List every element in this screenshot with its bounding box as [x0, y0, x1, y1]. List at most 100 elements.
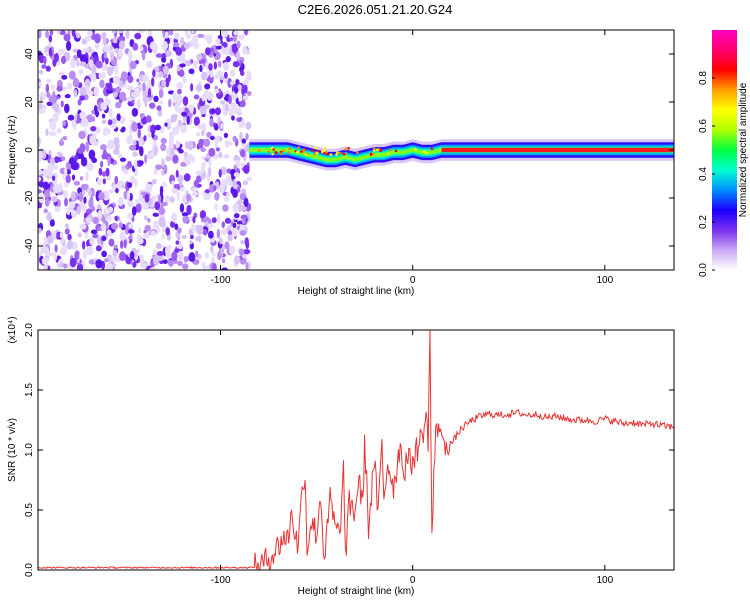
noise-speckle: [99, 79, 105, 89]
noise-speckle: [38, 81, 42, 88]
noise-speckle: [113, 136, 120, 146]
noise-speckle: [223, 45, 231, 56]
ridge-hotspot: [288, 147, 291, 151]
noise-speckle: [110, 52, 115, 61]
noise-speckle: [179, 186, 186, 192]
ridge-hotspot: [280, 152, 283, 156]
noise-speckle: [98, 192, 105, 201]
noise-speckle: [183, 42, 191, 49]
noise-speckle: [101, 119, 107, 125]
noise-speckle: [79, 111, 87, 120]
snr-y-tick-label: 1.5: [24, 383, 35, 397]
noise-speckle: [221, 267, 228, 270]
noise-speckle: [173, 32, 180, 40]
noise-speckle: [129, 251, 135, 260]
noise-speckle: [218, 168, 222, 178]
noise-speckle: [100, 160, 104, 168]
noise-speckle: [96, 234, 101, 245]
noise-speckle: [175, 124, 180, 131]
noise-speckle: [196, 53, 202, 61]
noise-speckle: [113, 42, 121, 50]
noise-speckle: [201, 161, 206, 168]
noise-speckle: [82, 202, 87, 213]
noise-speckle: [111, 118, 117, 125]
snr-y-tick-label: 0.0: [24, 563, 35, 577]
noise-speckle: [184, 30, 189, 36]
noise-speckle: [240, 70, 245, 76]
noise-speckle: [171, 212, 177, 223]
noise-speckle: [88, 190, 93, 197]
noise-speckle: [45, 83, 50, 94]
colorbar-label: Normalized spectral amplitude: [738, 82, 749, 217]
noise-speckle: [245, 132, 249, 141]
noise-speckle: [138, 160, 144, 165]
noise-speckle: [144, 154, 148, 164]
noise-speckle: [224, 103, 230, 112]
noise-speckle: [95, 259, 103, 269]
noise-speckle: [46, 92, 51, 98]
noise-speckle: [106, 229, 112, 236]
noise-speckle: [44, 198, 50, 207]
noise-speckle: [225, 141, 233, 146]
noise-speckle: [79, 54, 87, 63]
noise-speckle: [95, 60, 103, 69]
noise-speckle: [179, 203, 185, 213]
noise-speckle: [243, 248, 251, 255]
noise-speckle: [138, 137, 143, 148]
noise-speckle: [131, 206, 137, 216]
noise-speckle: [203, 229, 208, 236]
noise-speckle: [112, 148, 120, 155]
noise-speckle: [175, 240, 180, 245]
noise-speckle: [139, 45, 144, 52]
noise-speckle: [211, 217, 217, 224]
noise-speckle: [81, 117, 89, 128]
noise-speckle: [164, 122, 168, 127]
noise-speckle: [214, 191, 220, 201]
noise-speckle: [212, 252, 216, 257]
noise-speckle: [193, 60, 198, 69]
noise-speckle: [40, 244, 47, 254]
noise-speckle: [133, 159, 138, 170]
noise-speckle: [112, 35, 119, 44]
ridge-hotspot: [414, 148, 417, 151]
noise-speckle: [107, 139, 115, 150]
noise-speckle: [185, 59, 192, 67]
noise-speckle: [126, 135, 133, 145]
noise-speckle: [224, 196, 229, 202]
colorbar-tick-label: 0.2: [698, 215, 709, 229]
noise-speckle: [123, 239, 127, 249]
noise-speckle: [178, 69, 185, 77]
noise-speckle: [52, 164, 59, 170]
noise-speckle: [53, 102, 60, 113]
ridge-hotspot: [347, 146, 350, 150]
noise-speckle: [235, 97, 239, 104]
noise-speckle: [63, 167, 68, 176]
noise-speckle: [242, 95, 249, 101]
noise-speckle: [198, 138, 204, 149]
noise-speckle: [85, 217, 92, 223]
noise-speckle: [115, 86, 121, 94]
noise-speckle: [216, 228, 221, 239]
ridge-hotspot: [315, 151, 319, 155]
noise-speckle: [192, 215, 196, 224]
noise-speckle: [62, 136, 68, 141]
noise-speckle: [227, 234, 233, 242]
noise-speckle: [79, 61, 87, 67]
noise-speckle: [110, 256, 118, 263]
noise-speckle: [43, 51, 51, 56]
noise-speckle: [142, 82, 146, 92]
noise-speckle: [38, 182, 46, 188]
noise-speckle: [63, 263, 68, 269]
ridge-hotspot: [323, 146, 327, 150]
noise-speckle: [127, 197, 134, 208]
noise-speckle: [201, 94, 206, 102]
noise-speckle: [136, 78, 140, 83]
noise-speckle: [139, 146, 144, 157]
noise-speckle: [228, 94, 232, 105]
colorbar-ticks: 0.0 0.2 0.4 0.6 0.8: [698, 71, 715, 277]
noise-speckle: [181, 212, 189, 217]
noise-speckle: [38, 30, 42, 39]
noise-speckle: [177, 174, 184, 183]
colorbar-tick-label: 0.6: [698, 119, 709, 133]
noise-speckle: [48, 34, 53, 43]
